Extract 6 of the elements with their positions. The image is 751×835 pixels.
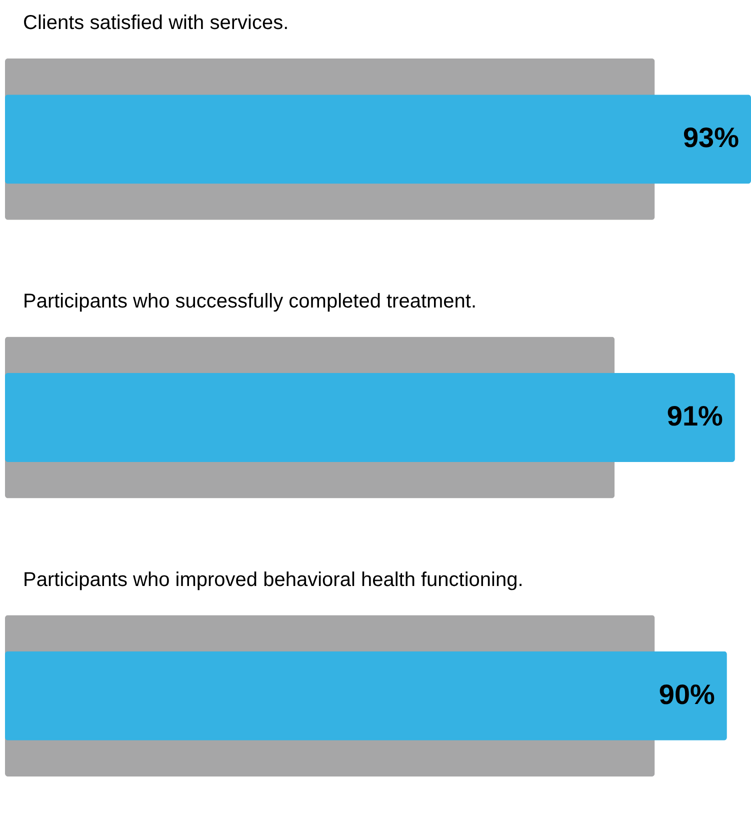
data-label: 93%: [682, 122, 740, 154]
y-tick-label: Participants who improved behavioral health functioning.: [23, 568, 524, 591]
y-tick-label: Participants who successfully completed treatment.: [23, 290, 477, 312]
data-label: 91%: [666, 400, 724, 432]
y-tick-label: Clients satisfied with services.: [23, 12, 289, 34]
data-label: 90%: [658, 678, 716, 710]
